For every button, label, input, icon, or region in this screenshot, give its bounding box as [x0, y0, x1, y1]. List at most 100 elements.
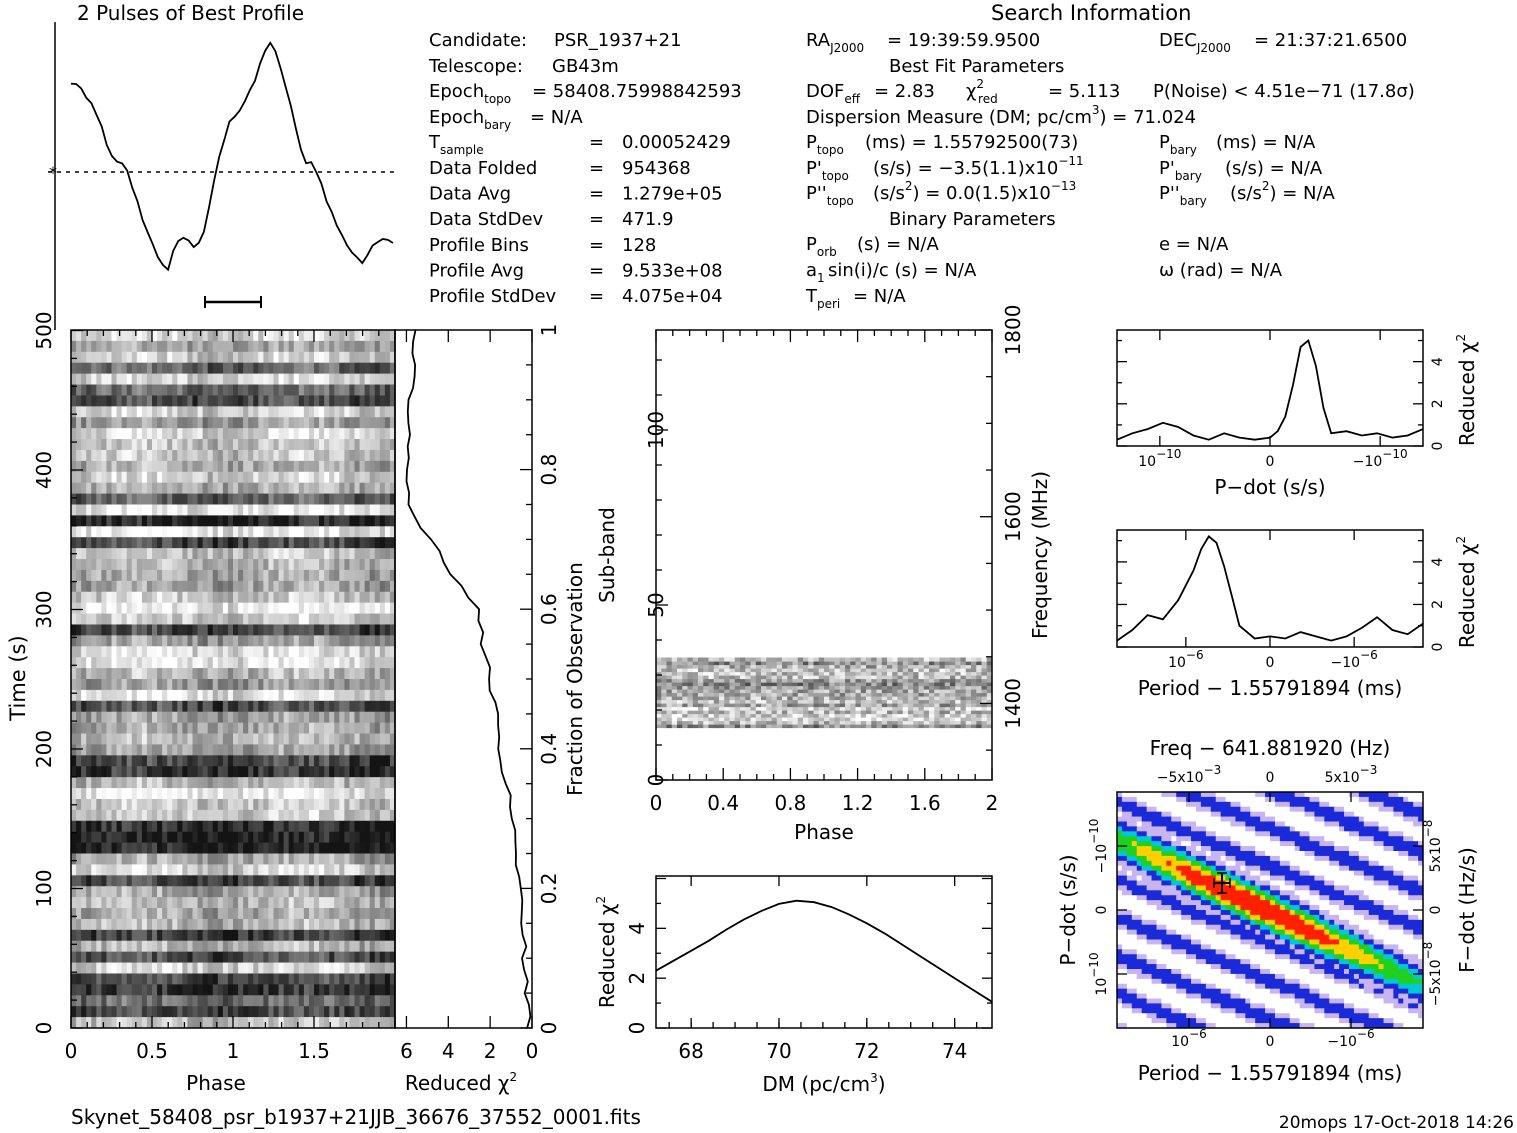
time-phase-cell: [167, 515, 173, 527]
time-phase-cell: [349, 580, 356, 593]
time-phase-cell: [374, 995, 381, 1007]
time-phase-cell: [91, 886, 97, 898]
time-phase-cell: [334, 875, 340, 887]
subband-cell: [766, 720, 773, 725]
time-phase-cell: [253, 330, 259, 342]
time-phase-cell: [167, 1006, 173, 1018]
time-phase-cell: [349, 330, 356, 342]
time-phase-cell: [91, 613, 97, 626]
time-phase-cell: [369, 384, 376, 397]
time-phase-cell: [177, 679, 183, 691]
subband-cell: [792, 689, 799, 694]
time-phase-cell: [222, 984, 229, 996]
subband-cell: [971, 703, 977, 708]
subband-cell: [708, 692, 715, 697]
subband-cell: [876, 717, 883, 722]
time-phase-cell: [207, 864, 214, 876]
time-phase-cell: [217, 744, 224, 756]
time-phase-cell: [344, 504, 351, 517]
time-phase-cell: [71, 788, 77, 800]
subband-cell: [687, 713, 694, 718]
time-phase-cell: [354, 722, 361, 735]
time-phase-cell: [136, 340, 143, 353]
time-phase-cell: [364, 1006, 371, 1018]
time-phase-cell: [81, 330, 87, 342]
time-phase-cell: [152, 918, 158, 931]
time-phase-cell: [202, 548, 209, 560]
time-phase-cell: [121, 417, 128, 429]
subband-cell: [708, 717, 715, 722]
time-phase-cell: [86, 482, 92, 495]
time-phase-cell: [227, 428, 234, 440]
time-phase-cell: [141, 613, 148, 626]
time-phase-cell: [131, 515, 138, 527]
subband-cell: [960, 713, 967, 718]
subband-cell: [871, 696, 878, 701]
subband-cell: [834, 706, 841, 711]
time-phase-cell: [212, 373, 219, 386]
time-phase-cell: [91, 373, 97, 386]
time-phase-cell: [329, 460, 335, 473]
time-phase-cell: [101, 373, 108, 386]
time-phase-cell: [217, 875, 224, 887]
time-phase-cell: [157, 744, 163, 756]
time-phase-cell: [248, 755, 254, 767]
time-phase-cell: [303, 591, 310, 604]
time-phase-cell: [182, 973, 189, 985]
subband-cell: [771, 703, 778, 708]
time-phase-cell: [308, 460, 315, 473]
subband-cell: [813, 706, 820, 711]
time-phase-cell: [222, 439, 229, 451]
time-phase-cell: [349, 373, 356, 386]
time-phase-cell: [384, 842, 391, 855]
time-phase-cell: [319, 449, 325, 462]
time-phase-cell: [248, 918, 254, 931]
time-phase-cell: [273, 330, 280, 342]
time-phase-cell: [253, 744, 259, 756]
time-phase-cell: [86, 973, 92, 985]
subband-cell: [808, 713, 815, 718]
subband-cell: [892, 692, 899, 697]
time-phase-cell: [273, 569, 280, 582]
time-phase-cell: [141, 559, 148, 571]
subband-cell: [845, 713, 851, 718]
subband-cell: [839, 710, 846, 715]
time-phase-cell: [202, 798, 209, 811]
time-phase-cell: [263, 689, 270, 702]
time-phase-cell: [167, 689, 173, 702]
time-phase-cell: [238, 1017, 244, 1028]
time-phase-cell: [308, 373, 315, 386]
time-phase-cell: [217, 897, 224, 909]
time-phase-cell: [324, 635, 330, 647]
stat-eq: =: [589, 209, 604, 230]
time-phase-cell: [283, 798, 290, 811]
time-phase-cell: [359, 591, 366, 604]
time-phase-cell: [146, 777, 153, 789]
time-phase-cell: [369, 733, 376, 746]
time-phase-cell: [212, 820, 219, 833]
time-phase-cell: [212, 962, 219, 975]
time-phase-cell: [101, 417, 108, 429]
time-phase-cell: [182, 471, 189, 484]
time-phase-cell: [298, 918, 305, 931]
time-phase-cell: [268, 330, 275, 342]
time-phase-cell: [152, 384, 158, 397]
time-phase-cell: [314, 384, 320, 397]
time-phase-cell: [212, 940, 219, 953]
time-phase-cell: [349, 406, 356, 418]
time-phase-cell: [86, 580, 92, 593]
subband-cell: [850, 689, 857, 694]
subband-cell: [887, 696, 893, 701]
subband-cell: [797, 717, 804, 722]
time-phase-cell: [389, 929, 395, 942]
time-phase-cell: [207, 722, 214, 735]
time-phase-cell: [268, 493, 275, 506]
time-phase-cell: [364, 526, 371, 538]
subband-cell: [682, 717, 689, 722]
time-phase-cell: [207, 591, 214, 604]
time-phase-cell: [324, 548, 330, 560]
time-phase-cell: [288, 591, 295, 604]
subband-cell: [808, 724, 815, 729]
time-phase-cell: [258, 351, 264, 364]
time-phase-cell: [141, 406, 148, 418]
